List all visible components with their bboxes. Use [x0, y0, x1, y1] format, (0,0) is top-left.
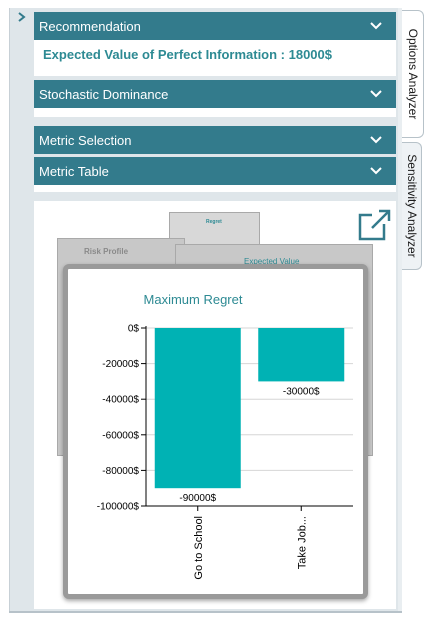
x-tick-label: Go to School — [193, 516, 205, 580]
y-tick-label: -60000$ — [102, 430, 139, 441]
data-label: -30000$ — [283, 386, 320, 397]
y-tick-label: -40000$ — [102, 395, 139, 406]
panel-bottom-border — [9, 611, 402, 613]
x-tick-label: Take Job... — [296, 516, 308, 569]
metric-table-header[interactable]: Metric Table — [34, 157, 396, 185]
y-tick-label: 0$ — [128, 324, 140, 335]
recommendation-label: Recommendation — [39, 18, 141, 34]
bar — [258, 328, 345, 382]
tab-sensitivity-analyzer-label: Sensitivity Analyzer — [404, 154, 419, 258]
tab-options-analyzer-label: Options Analyzer — [405, 28, 420, 120]
thumbnail-expected-value-title: Expected Value — [244, 257, 300, 266]
chevron-down-icon[interactable] — [370, 89, 382, 99]
stochastic-dominance-label: Stochastic Dominance — [39, 86, 169, 102]
y-tick-label: -20000$ — [102, 359, 139, 370]
metric-table-body — [34, 185, 396, 192]
y-tick-label: -80000$ — [102, 466, 139, 477]
evpi-text: Expected Value of Perfect Information : … — [43, 47, 332, 62]
chevron-down-icon[interactable] — [370, 166, 382, 176]
tab-sensitivity-analyzer[interactable]: Sensitivity Analyzer — [402, 142, 422, 270]
expand-external-icon[interactable] — [357, 207, 393, 243]
chevron-right-icon[interactable] — [14, 10, 28, 24]
chevron-down-icon[interactable] — [370, 135, 382, 145]
stochastic-dominance-header[interactable]: Stochastic Dominance — [34, 80, 396, 108]
maximum-regret-chart: Maximum Regret 0$ -20000$ -40000$ -60000$ -80… — [97, 292, 353, 580]
metric-selection-header[interactable]: Metric Selection — [34, 126, 396, 154]
stochastic-dominance-body — [34, 108, 396, 117]
maximum-regret-card[interactable]: Maximum Regret 0$ -20000$ -40000$ -60000$ -80… — [63, 264, 368, 599]
chevron-down-icon[interactable] — [370, 21, 382, 31]
collapse-rail[interactable] — [9, 8, 33, 612]
chart-title: Maximum Regret — [144, 292, 243, 307]
recommendation-header[interactable]: Recommendation — [34, 12, 396, 40]
vertical-scrollbar[interactable] — [398, 8, 402, 612]
tab-options-analyzer[interactable]: Options Analyzer — [402, 10, 424, 138]
bar — [154, 328, 241, 489]
y-tick-label: -100000$ — [97, 502, 140, 513]
metric-table-label: Metric Table — [39, 163, 109, 179]
recommendation-body — [34, 40, 396, 76]
data-label: -90000$ — [179, 493, 216, 504]
thumbnail-risk-profile-title: Risk Profile — [84, 247, 129, 256]
metric-selection-label: Metric Selection — [39, 132, 132, 148]
thumbnail-small-title: Regret — [206, 219, 222, 225]
